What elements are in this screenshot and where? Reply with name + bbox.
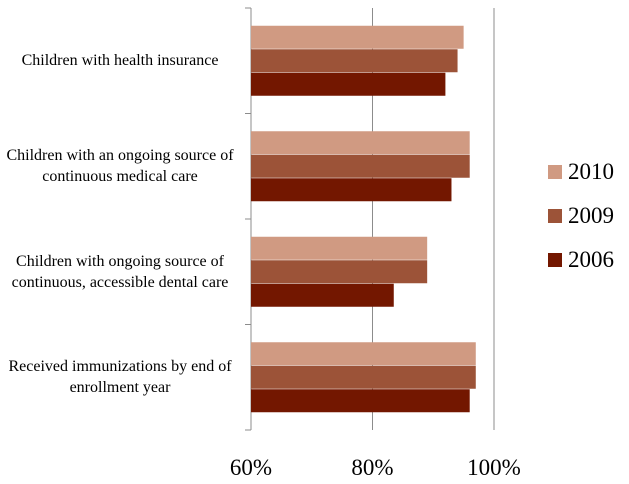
category-label: Children with an ongoing source of conti… <box>6 147 234 186</box>
category-axis <box>245 7 252 431</box>
bar-2009-4 <box>251 365 476 389</box>
bar-2010-4 <box>251 342 476 366</box>
legend-label: 2010 <box>568 159 614 184</box>
x-tick-label: 80% <box>351 455 393 480</box>
bar-2010-3 <box>251 236 428 260</box>
bar-2006-3 <box>251 283 394 307</box>
category-label: Children with health insurance <box>21 52 219 70</box>
bar-2006-4 <box>251 389 470 413</box>
bar-2009-2 <box>251 154 470 178</box>
legend-label: 2009 <box>568 203 614 228</box>
bar-2006-1 <box>251 72 446 96</box>
x-tick-labels: 60% 80% 100% <box>230 455 521 480</box>
legend-item: 2010 <box>548 150 614 194</box>
legend: 2010 2009 2006 <box>548 150 614 282</box>
bar-2010-2 <box>251 131 470 155</box>
bar-2010-1 <box>251 25 464 49</box>
bars <box>251 25 476 413</box>
bar-2009-3 <box>251 260 428 284</box>
category-label: Received immunizations by end of enrollm… <box>8 358 232 397</box>
legend-label: 2006 <box>568 247 614 272</box>
legend-swatch <box>548 165 562 179</box>
x-tick-label: 60% <box>230 455 272 480</box>
category-label: Children with ongoing source of continuo… <box>11 252 229 291</box>
legend-swatch <box>548 253 562 267</box>
bar-2006-2 <box>251 178 452 202</box>
legend-swatch <box>548 209 562 223</box>
legend-item: 2006 <box>548 238 614 282</box>
bar-2009-1 <box>251 49 458 73</box>
legend-item: 2009 <box>548 194 614 238</box>
x-tick-label: 100% <box>467 455 521 480</box>
